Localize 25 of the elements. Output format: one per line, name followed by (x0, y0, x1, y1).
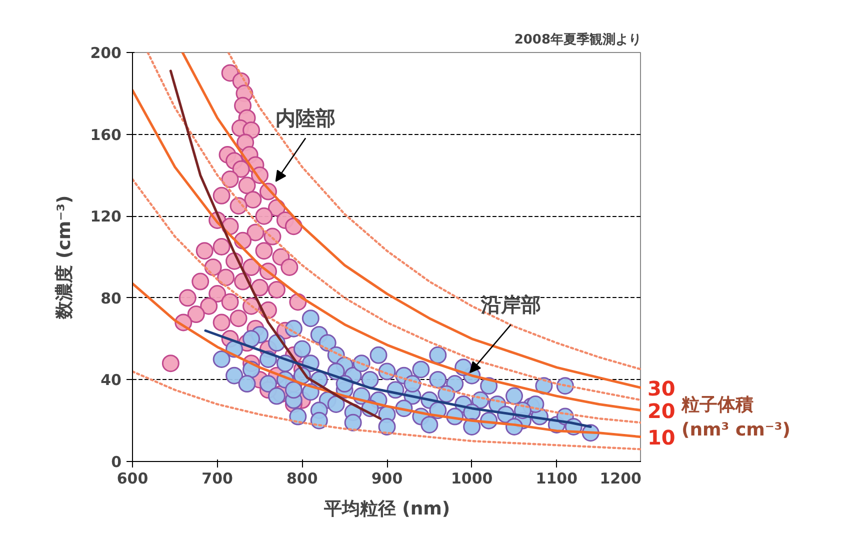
y-tick-label: 0 (111, 453, 122, 471)
x-tick-label: 700 (202, 470, 233, 488)
line-series (132, 370, 641, 450)
series-label: 30 (648, 376, 676, 400)
text: 粒子体積 (nm³ cm⁻³) (680, 394, 790, 441)
series-label: 10 (648, 425, 676, 450)
x-tick-label: 600 (116, 470, 148, 488)
y-tick-label: 40 (100, 371, 122, 390)
x-tick-label: 800 (286, 470, 318, 488)
annotation: 内陸部 (276, 106, 336, 130)
series-label: 20 (648, 398, 676, 423)
y-tick-label: 80 (100, 289, 122, 308)
line-series (132, 178, 641, 424)
y-tick-label: 160 (90, 126, 122, 144)
y-tick-label: 200 (90, 44, 122, 62)
line-series (132, 89, 641, 412)
annotation: 沿岸部 (480, 292, 541, 317)
x-tick-label: 1000 (450, 470, 493, 488)
x-axis-title: 平均粒径 (nm) (322, 498, 450, 520)
x-tick-label: 900 (371, 470, 403, 488)
x-tick-label: 1100 (536, 470, 578, 488)
x-tick-label: 1200 (600, 470, 642, 488)
chart-subtitle: 2008年夏季観測より (514, 32, 642, 48)
y-axis-title: 数濃度 (cm⁻³) (54, 195, 76, 320)
y-tick-label: 120 (90, 208, 122, 226)
